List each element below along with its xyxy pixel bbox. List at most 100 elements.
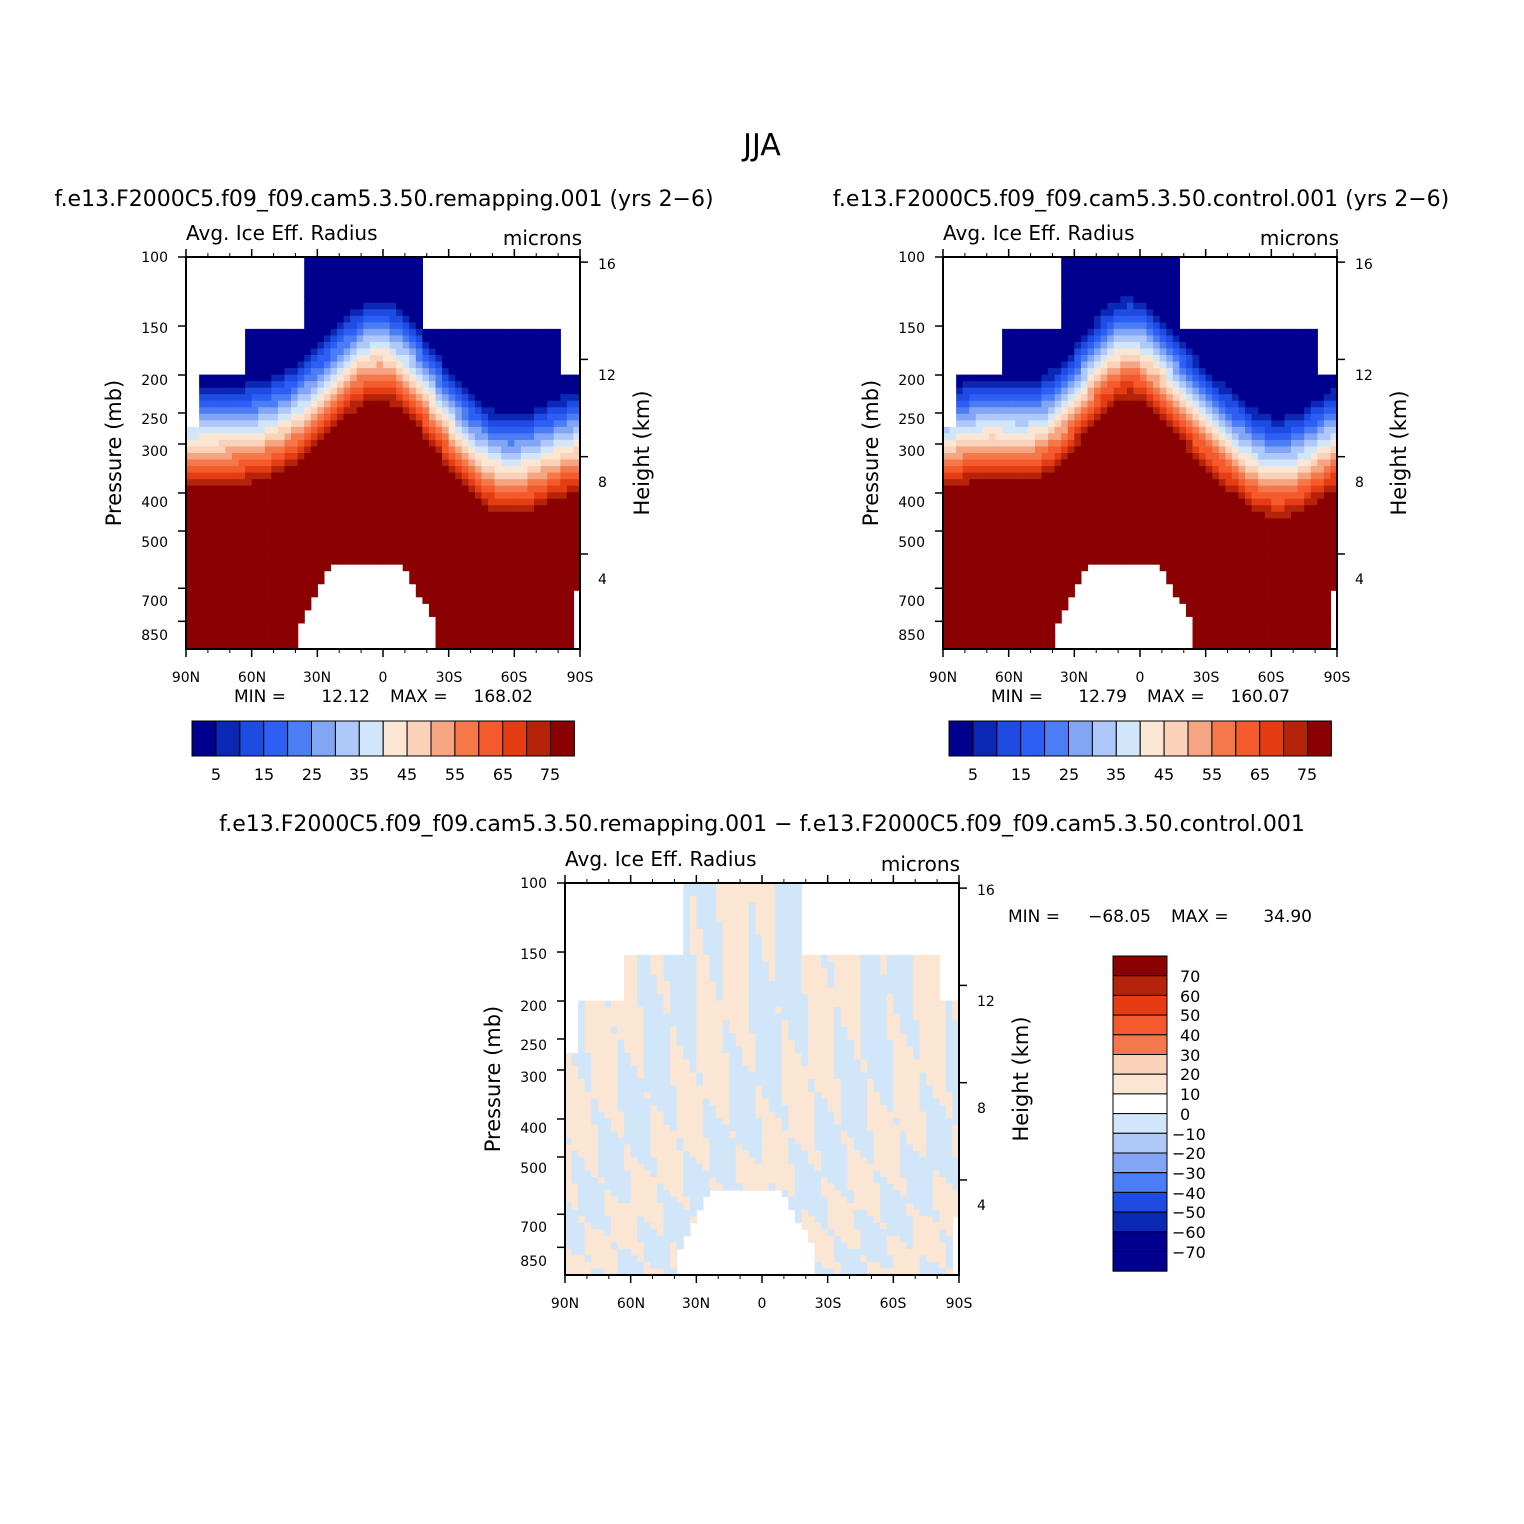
field-cell xyxy=(297,518,305,526)
field-cell xyxy=(1153,270,1161,278)
field-cell xyxy=(1199,348,1207,356)
field-cell xyxy=(468,622,476,630)
field-cell xyxy=(573,531,581,539)
field-cell xyxy=(251,466,259,474)
field-cell xyxy=(218,622,226,630)
field-cell xyxy=(383,381,391,389)
field-cell xyxy=(291,381,299,389)
field-cell xyxy=(962,492,970,500)
field-cell xyxy=(488,557,496,565)
field-cell xyxy=(277,394,286,402)
field-cell xyxy=(212,453,220,461)
field-cell xyxy=(1113,511,1121,519)
field-cell xyxy=(1107,511,1115,519)
field-cell xyxy=(297,479,305,487)
field-cell xyxy=(277,616,286,624)
field-cell xyxy=(560,394,568,402)
field-cell xyxy=(310,400,318,408)
field-cell xyxy=(488,479,496,487)
field-cell xyxy=(442,387,450,395)
field-cell xyxy=(1218,609,1226,617)
field-cell xyxy=(317,485,325,493)
field-cell xyxy=(277,590,286,598)
field-cell xyxy=(975,531,983,539)
field-cell xyxy=(1021,361,1029,369)
field-cell xyxy=(481,564,489,572)
field-cell xyxy=(995,622,1003,630)
field-cell xyxy=(547,433,555,441)
field-cell xyxy=(468,583,476,591)
field-cell xyxy=(277,544,286,552)
field-cell xyxy=(514,459,522,467)
field-cell xyxy=(540,537,548,546)
field-cell xyxy=(1212,570,1220,578)
field-cell xyxy=(383,472,391,480)
field-cell xyxy=(988,570,997,578)
field-cell xyxy=(1231,511,1240,519)
field-cell xyxy=(1218,485,1226,493)
field-cell xyxy=(553,642,561,650)
field-cell xyxy=(1199,368,1207,376)
field-cell xyxy=(1080,446,1089,454)
field-cell xyxy=(1120,420,1128,428)
field-cell xyxy=(186,564,194,572)
field-cell xyxy=(995,544,1003,552)
field-cell xyxy=(323,322,332,330)
field-cell xyxy=(402,439,410,448)
field-cell xyxy=(291,433,299,441)
field-cell xyxy=(218,439,226,448)
field-cell xyxy=(527,472,535,480)
field-cell xyxy=(1041,446,1049,454)
field-cell xyxy=(547,459,555,467)
field-cell xyxy=(1080,492,1089,500)
field-cell xyxy=(225,551,233,559)
field-cell xyxy=(238,459,246,467)
field-cell xyxy=(1107,479,1115,487)
field-cell xyxy=(481,407,489,415)
field-cell xyxy=(1231,453,1240,461)
field-cell xyxy=(1192,590,1200,598)
field-cell xyxy=(540,355,548,363)
field-cell xyxy=(560,505,568,513)
field-cell xyxy=(284,583,292,591)
field-cell xyxy=(1172,381,1180,389)
field-cell xyxy=(547,609,555,617)
field-cell xyxy=(527,551,535,559)
field-cell xyxy=(534,381,542,389)
field-cell xyxy=(376,315,384,323)
field-cell xyxy=(547,551,555,559)
field-cell xyxy=(520,453,529,461)
field-cell xyxy=(1107,498,1115,506)
field-cell xyxy=(1067,355,1075,363)
field-cell xyxy=(396,322,404,330)
field-cell xyxy=(501,622,509,630)
field-cell xyxy=(1094,283,1102,291)
field-cell xyxy=(1159,302,1167,310)
field-cell xyxy=(264,564,272,572)
field-cell xyxy=(264,622,272,630)
field-cell xyxy=(1080,524,1089,532)
field-cell xyxy=(956,433,964,441)
field-cell xyxy=(218,505,226,513)
colorbar-label: 35 xyxy=(349,765,369,784)
field-cell xyxy=(1172,511,1180,519)
field-cell xyxy=(271,485,279,493)
field-cell xyxy=(468,361,476,369)
field-cell xyxy=(1041,374,1049,382)
field-cell xyxy=(323,368,332,376)
field-cell xyxy=(383,479,391,487)
field-cell xyxy=(1100,433,1108,441)
field-cell xyxy=(396,551,404,559)
field-cell xyxy=(402,387,410,395)
field-cell xyxy=(442,368,450,376)
field-cell xyxy=(264,466,272,474)
field-cell xyxy=(1231,420,1240,428)
field-cell xyxy=(310,439,318,448)
field-cell xyxy=(988,466,997,474)
field-cell xyxy=(350,420,358,428)
field-cell xyxy=(540,400,548,408)
field-cell xyxy=(1113,348,1121,356)
field-cell xyxy=(1133,394,1141,402)
field-cell xyxy=(1133,400,1141,408)
field-cell xyxy=(1172,348,1180,356)
